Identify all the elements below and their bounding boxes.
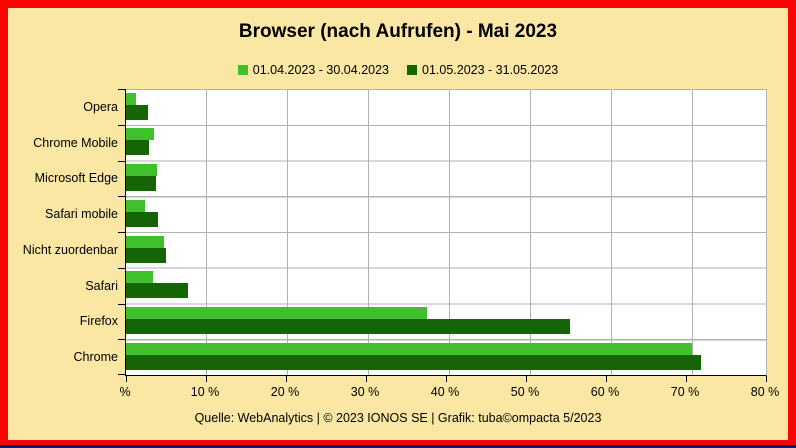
- bar-may: [126, 211, 158, 227]
- x-tick-label: 20 %: [270, 385, 300, 399]
- bar-april: [126, 92, 136, 105]
- bar-april: [126, 164, 158, 176]
- x-tick-label: 60 %: [590, 385, 620, 399]
- x-tick-label: 40 %: [430, 385, 460, 399]
- legend-item: 01.04.2023 - 30.04.2023: [237, 63, 389, 77]
- y-tick-mark: [118, 232, 125, 233]
- bar-may: [126, 354, 702, 370]
- y-tick-mark: [118, 196, 125, 198]
- x-axis-ticks: % 10 % 20 % 30 % 40 % 50 % 60 % 70 % 80 %: [119, 385, 779, 401]
- bar-april: [126, 307, 427, 319]
- x-tick-label: 80 %: [750, 385, 780, 399]
- bar-may: [126, 104, 149, 120]
- bar-april: [126, 235, 165, 248]
- legend-item: 01.05.2023 - 31.05.2023: [407, 63, 558, 77]
- x-tick-mark: [526, 376, 527, 382]
- x-tick-label: 30 %: [350, 385, 380, 399]
- category-label: Chrome Mobile: [33, 135, 118, 150]
- legend-label: 01.04.2023 - 30.04.2023: [252, 63, 389, 77]
- chart-row: [126, 339, 766, 375]
- category-label: Safari mobile: [45, 207, 118, 222]
- category-labels: Opera Chrome Mobile Microsoft Edge Safari m…: [8, 89, 118, 375]
- category-label: Firefox: [79, 314, 118, 329]
- category-label: Safari: [85, 278, 118, 293]
- legend-swatch-icon: [407, 65, 417, 75]
- x-tick-mark: [126, 376, 127, 382]
- x-tick-mark: [206, 376, 207, 382]
- x-tick-mark: [366, 376, 367, 382]
- chart-row: [126, 89, 766, 125]
- x-tick-mark: [686, 376, 687, 382]
- bar-may: [126, 176, 156, 191]
- x-tick-label: %: [119, 385, 131, 399]
- legend-swatch-icon: [237, 65, 248, 75]
- y-tick-mark: [118, 374, 125, 375]
- y-tick-mark: [118, 124, 125, 126]
- chart-title: Browser (nach Aufrufen) - Mai 2023: [238, 21, 558, 42]
- bottom-navy-strip: [0, 445, 796, 448]
- footer-credits: Quelle: WebAnalytics | © 2023 IONOS SE |…: [194, 411, 602, 425]
- bar-april: [126, 199, 146, 212]
- y-tick-mark: [118, 339, 125, 341]
- plot-rows: [126, 89, 766, 375]
- x-tick-label: 70 %: [670, 385, 700, 399]
- bar-may: [126, 319, 570, 334]
- category-label: Nicht zuordenbar: [22, 242, 118, 257]
- bar-may: [126, 283, 188, 299]
- category-label: Opera: [83, 99, 118, 114]
- chart-canvas: Browser (nach Aufrufen) - Mai 2023 01.04…: [8, 8, 788, 440]
- x-tick-label: 50 %: [510, 385, 540, 399]
- chart-row: [126, 161, 766, 197]
- x-tick-mark: [286, 376, 287, 382]
- chart-row: [126, 304, 766, 340]
- legend: 01.04.2023 - 30.04.2023 01.05.2023 - 31.0…: [8, 63, 788, 77]
- plot-area: [118, 89, 767, 382]
- bar-april: [126, 271, 154, 284]
- y-tick-mark: [118, 303, 125, 305]
- x-tick-mark: [766, 376, 767, 382]
- x-tick-mark: [606, 376, 607, 382]
- x-tick-mark: [446, 376, 447, 382]
- legend-label: 01.05.2023 - 31.05.2023: [422, 63, 559, 77]
- bar-may: [126, 140, 150, 156]
- bar-may: [126, 247, 166, 263]
- bar-april: [126, 128, 154, 141]
- y-tick-mark: [118, 89, 125, 90]
- chart-row: [126, 196, 766, 232]
- x-tick-label: 10 %: [190, 385, 220, 399]
- y-tick-mark: [118, 160, 125, 162]
- category-label: Chrome: [73, 350, 118, 365]
- chart-row: [126, 125, 766, 161]
- chart-row: [126, 232, 766, 268]
- bar-april: [126, 342, 692, 355]
- chart-row: [126, 268, 766, 304]
- category-label: Microsoft Edge: [34, 171, 118, 186]
- y-tick-mark: [118, 267, 125, 269]
